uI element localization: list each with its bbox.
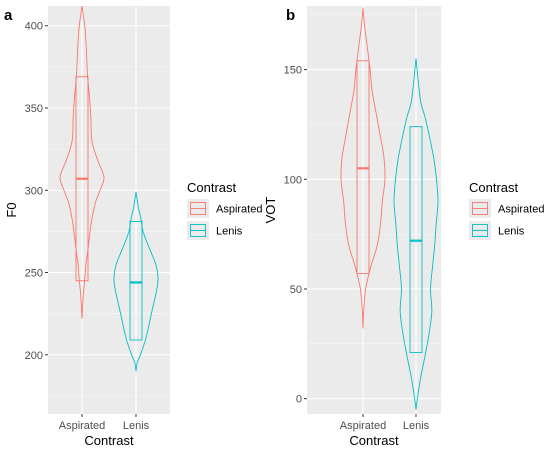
y-tick-label: 400 xyxy=(25,21,43,33)
legend-key-aspirated xyxy=(469,199,491,218)
y-tick-label: 0 xyxy=(296,394,302,406)
legend-label: Aspirated xyxy=(498,204,544,216)
x-tick-label: Lenis xyxy=(123,420,150,432)
panel-letter: a xyxy=(4,7,13,24)
legend-key-lenis xyxy=(469,221,491,240)
legend-label: Aspirated xyxy=(216,204,262,216)
x-axis-title: Contrast xyxy=(349,433,399,448)
y-tick-label: 150 xyxy=(284,65,302,77)
plot-panel xyxy=(307,6,441,414)
plot-marks xyxy=(340,8,439,410)
legend-key-aspirated xyxy=(187,199,209,218)
y-axis-title: VOT xyxy=(263,197,278,224)
x-tick-label: Lenis xyxy=(403,420,430,432)
panel-b: 0 50 100 150 Aspirated Lenis Contrast VOT b Contr… xyxy=(263,6,544,448)
legend-label: Lenis xyxy=(498,226,525,238)
violin-aspirated xyxy=(340,8,386,329)
y-tick-label: 300 xyxy=(25,185,43,197)
y-tick-label: 100 xyxy=(284,174,302,186)
legend-label: Lenis xyxy=(216,226,243,238)
violin-aspirated xyxy=(59,6,105,319)
box-lenis xyxy=(129,221,143,341)
panel-letter: b xyxy=(286,7,295,24)
legend-title: Contrast xyxy=(187,180,237,195)
plot-marks xyxy=(59,6,159,372)
x-axis-title: Contrast xyxy=(84,433,134,448)
y-tick-label: 350 xyxy=(25,103,43,115)
plot-panel xyxy=(48,6,170,414)
y-axis-title: F0 xyxy=(4,202,19,217)
legend-title: Contrast xyxy=(469,180,519,195)
legend: Contrast Aspirated Lenis xyxy=(469,180,544,240)
x-tick-label: Aspirated xyxy=(59,420,105,432)
legend-key-lenis xyxy=(187,221,209,240)
y-tick-label: 250 xyxy=(25,268,43,280)
legend: Contrast Aspirated Lenis xyxy=(187,180,262,240)
x-tick-label: Aspirated xyxy=(340,420,386,432)
y-tick-label: 50 xyxy=(290,284,302,296)
y-tick-label: 200 xyxy=(25,350,43,362)
violin-lenis xyxy=(393,58,439,410)
violin-lenis xyxy=(113,191,159,372)
